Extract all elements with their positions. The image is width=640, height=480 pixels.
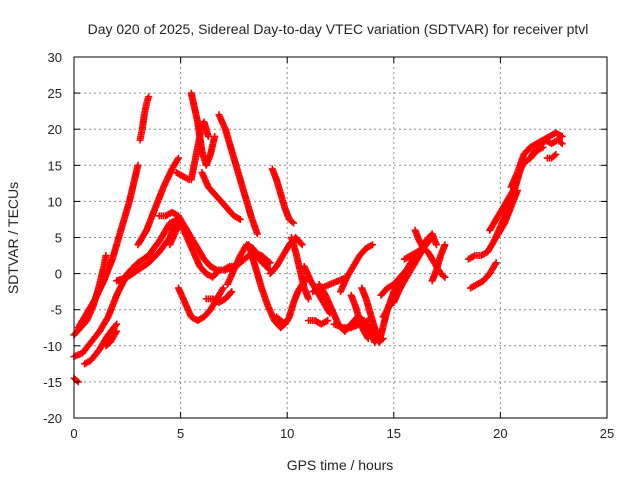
series-s31 xyxy=(347,291,372,343)
x-tick-label: 10 xyxy=(280,426,294,441)
y-axis-label: SDTVAR / TECUs xyxy=(5,182,21,294)
data-point xyxy=(236,215,244,223)
x-axis-label: GPS time / hours xyxy=(287,457,394,473)
data-point xyxy=(214,267,222,275)
data-point xyxy=(427,235,435,243)
data-point xyxy=(112,321,120,329)
series-s14 xyxy=(187,118,212,184)
x-tick-label: 20 xyxy=(493,426,507,441)
data-point xyxy=(266,259,274,267)
series-s30 xyxy=(337,241,376,296)
series-s48 xyxy=(535,136,566,151)
data-point xyxy=(441,241,449,249)
data-point xyxy=(113,320,121,328)
series-s12 xyxy=(172,169,193,184)
data-point xyxy=(113,327,121,335)
data-point xyxy=(558,140,566,148)
y-tick-label: 15 xyxy=(48,158,62,173)
data-point xyxy=(145,93,153,101)
series-s21 xyxy=(266,234,306,278)
chart-title: Day 020 of 2025, Sidereal Day-to-day VTE… xyxy=(88,21,589,37)
data-point xyxy=(73,377,81,385)
series-s17 xyxy=(202,288,236,306)
series-s16 xyxy=(174,284,227,325)
data-point xyxy=(219,284,227,292)
data-point xyxy=(228,288,236,296)
series-s11 xyxy=(166,219,238,281)
series-s26 xyxy=(305,317,332,328)
y-tick-label: 5 xyxy=(55,231,62,246)
data-point xyxy=(432,241,440,249)
series-s15 xyxy=(198,169,244,223)
y-tick-label: -5 xyxy=(50,303,62,318)
data-point xyxy=(558,132,566,140)
data-point xyxy=(204,132,212,140)
y-tick-label: 0 xyxy=(55,267,62,282)
data-point xyxy=(552,150,560,158)
data-point xyxy=(428,234,436,241)
x-tick-label: 5 xyxy=(177,426,184,441)
data-point xyxy=(368,241,376,249)
series-s40 xyxy=(432,262,449,281)
data-point xyxy=(440,272,448,280)
data-point xyxy=(413,248,421,256)
series-s44 xyxy=(492,187,521,241)
data-point xyxy=(227,289,235,297)
series-s02 xyxy=(70,215,182,361)
data-point xyxy=(211,132,219,140)
data-marks xyxy=(70,89,566,386)
series-s19 xyxy=(224,241,274,288)
y-tick-label: 20 xyxy=(48,122,62,137)
y-tick-label: 10 xyxy=(48,194,62,209)
data-point xyxy=(557,138,565,146)
data-point xyxy=(492,259,500,267)
data-point xyxy=(513,187,521,195)
series-s04 xyxy=(74,161,142,332)
y-tick-label: 25 xyxy=(48,86,62,101)
series-s06 xyxy=(102,327,121,350)
data-point xyxy=(298,241,306,249)
data-point xyxy=(305,295,313,303)
data-point xyxy=(265,258,273,266)
series-s05 xyxy=(81,320,121,368)
data-point xyxy=(324,317,332,325)
series-s09 xyxy=(134,154,182,249)
data-point xyxy=(297,240,305,248)
series-s08 xyxy=(136,93,153,144)
series-s03 xyxy=(70,374,82,386)
x-tick-label: 25 xyxy=(600,426,614,441)
y-tick-label: 30 xyxy=(48,50,62,65)
series-s49 xyxy=(543,150,560,162)
y-tick-label: -10 xyxy=(43,339,62,354)
grid xyxy=(74,57,607,418)
y-tick-label: -15 xyxy=(43,375,62,390)
data-point xyxy=(253,230,261,238)
series-s22 xyxy=(268,165,298,227)
data-point xyxy=(174,154,182,162)
y-tick-label: -20 xyxy=(43,411,62,426)
series-s42 xyxy=(467,259,500,292)
series-s24 xyxy=(287,234,313,303)
data-point xyxy=(102,252,110,260)
data-point xyxy=(441,273,449,281)
x-tick-label: 15 xyxy=(387,426,401,441)
data-point xyxy=(550,152,558,160)
data-point xyxy=(290,219,298,227)
series-s37 xyxy=(400,248,421,263)
series-s18 xyxy=(215,111,261,238)
data-point xyxy=(288,218,296,226)
axis-ticks: 0 5 10 15 20 25 -20 -15 -10 -5 0 5 10 15 20 25 30 xyxy=(43,50,614,441)
x-tick-label: 0 xyxy=(70,426,77,441)
data-point xyxy=(134,161,142,169)
